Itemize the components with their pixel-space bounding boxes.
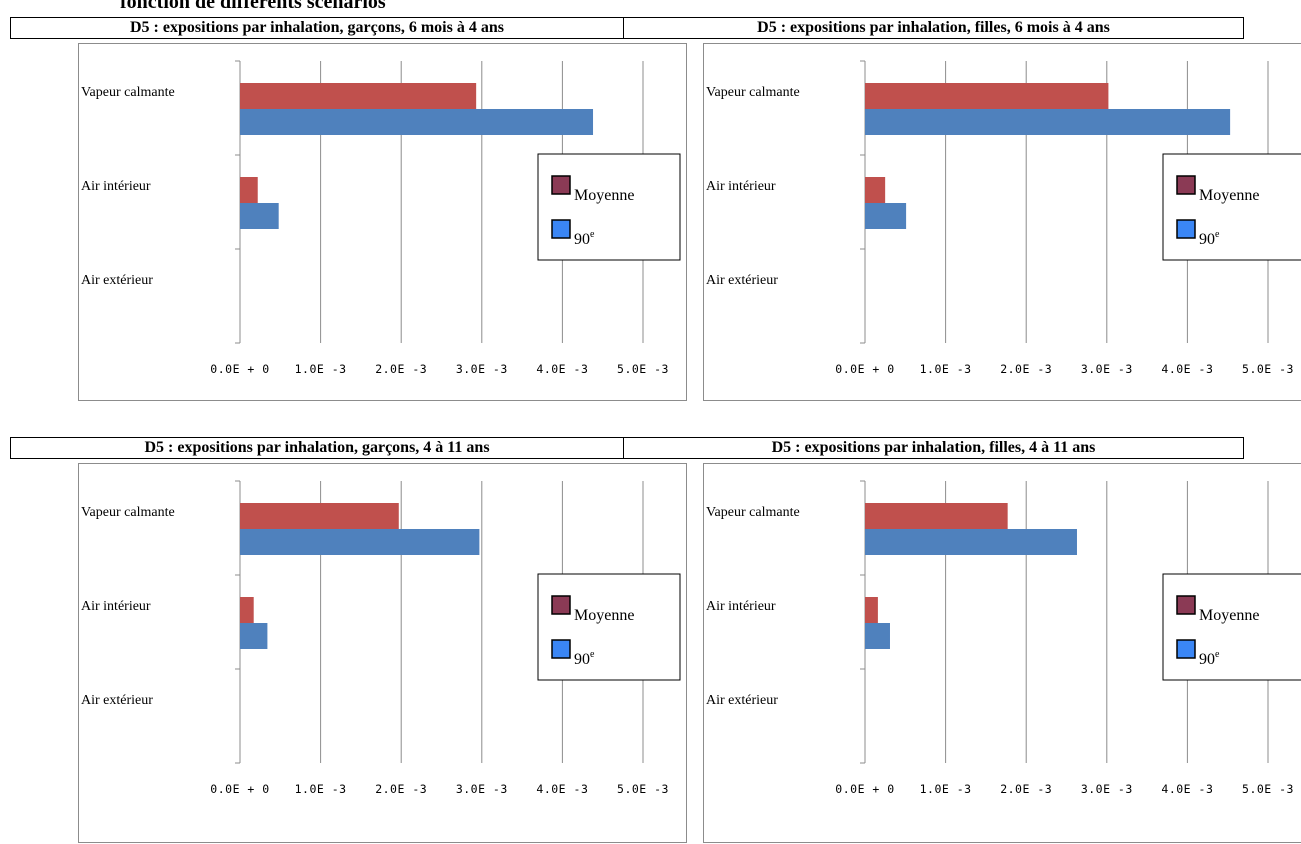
bar [240, 529, 480, 555]
x-tick-label: 1.0E -3 [920, 362, 972, 376]
legend-label: Moyenne [1199, 187, 1259, 204]
x-tick-label: 4.0E -3 [536, 782, 588, 796]
bar [240, 177, 258, 203]
legend-label: 90e [574, 229, 595, 248]
legend-label: Moyenne [574, 187, 634, 204]
chart-panel: Vapeur calmante Air intérieur Air extérieu… [703, 463, 1301, 843]
bar [240, 597, 254, 623]
bar [865, 503, 1008, 529]
bar [240, 109, 594, 135]
category-label: Air extérieur [81, 693, 153, 708]
category-label: Air extérieur [81, 273, 153, 288]
legend-label: 90e [1199, 649, 1220, 668]
legend-label-sup: e [590, 229, 595, 240]
chart-title: D5 : expositions par inhalation, garçons… [10, 17, 624, 39]
bar [865, 109, 1231, 135]
x-tick-label: 1.0E -3 [295, 362, 347, 376]
chart-panel: Vapeur calmante Air intérieur Air extérieu… [78, 463, 687, 843]
x-tick-label: 3.0E -3 [456, 782, 508, 796]
category-label: Air intérieur [81, 179, 151, 194]
legend-swatch [551, 175, 571, 195]
category-label: Vapeur calmante [81, 85, 175, 100]
category-label: Air intérieur [706, 179, 776, 194]
legend-swatch [1176, 639, 1196, 659]
x-tick-label: 2.0E -3 [1000, 782, 1052, 796]
legend-box [537, 573, 681, 681]
legend-swatch [1176, 219, 1196, 239]
legend-box [1162, 153, 1301, 261]
legend-box [537, 153, 681, 261]
page-heading: fonction de différents scénarios [120, 0, 386, 13]
bar-chart: Vapeur calmante Air intérieur Air extérieu… [706, 480, 1301, 796]
legend-swatch [1176, 595, 1196, 615]
legend-label-sup: e [1215, 229, 1220, 240]
x-tick-label: 0.0E + 0 [835, 782, 894, 796]
x-tick-label: 4.0E -3 [1161, 362, 1213, 376]
bar [865, 529, 1077, 555]
x-tick-label: 3.0E -3 [1081, 362, 1133, 376]
category-label: Air extérieur [706, 273, 778, 288]
x-tick-label: 5.0E -3 [617, 362, 669, 376]
bar [865, 203, 907, 229]
legend-label: 90e [1199, 229, 1220, 248]
category-label: Vapeur calmante [81, 505, 175, 520]
x-tick-label: 1.0E -3 [920, 782, 972, 796]
chart-title: D5 : expositions par inhalation, filles,… [623, 437, 1244, 459]
category-label: Vapeur calmante [706, 505, 800, 520]
x-tick-label: 5.0E -3 [1242, 362, 1294, 376]
category-label: Air intérieur [81, 599, 151, 614]
bar [865, 83, 1109, 109]
bar [865, 597, 878, 623]
bar-chart: Vapeur calmante Air intérieur Air extérieu… [81, 60, 681, 376]
legend-label-sup: e [590, 649, 595, 660]
bar-chart: Vapeur calmante Air intérieur Air extérieu… [706, 60, 1301, 376]
chart-panel: Vapeur calmante Air intérieur Air extérieu… [78, 43, 687, 401]
x-tick-label: 4.0E -3 [536, 362, 588, 376]
x-tick-label: 5.0E -3 [617, 782, 669, 796]
x-tick-label: 3.0E -3 [1081, 782, 1133, 796]
x-tick-label: 0.0E + 0 [210, 782, 269, 796]
x-tick-label: 0.0E + 0 [210, 362, 269, 376]
legend-swatch [551, 639, 571, 659]
x-tick-label: 2.0E -3 [375, 362, 427, 376]
chart-panel: Vapeur calmante Air intérieur Air extérieu… [703, 43, 1301, 401]
bar [240, 203, 279, 229]
legend-swatch [551, 595, 571, 615]
x-tick-label: 2.0E -3 [375, 782, 427, 796]
x-tick-label: 4.0E -3 [1161, 782, 1213, 796]
legend-swatch [551, 219, 571, 239]
x-tick-label: 1.0E -3 [295, 782, 347, 796]
chart-title: D5 : expositions par inhalation, filles,… [623, 17, 1244, 39]
legend-box [1162, 573, 1301, 681]
bar [865, 177, 886, 203]
bar [240, 623, 268, 649]
legend-label: 90e [574, 649, 595, 668]
legend-swatch [1176, 175, 1196, 195]
category-label: Air intérieur [706, 599, 776, 614]
bar [240, 83, 477, 109]
bar [240, 503, 399, 529]
legend-label-sup: e [1215, 649, 1220, 660]
legend-label: Moyenne [1199, 607, 1259, 624]
legend-label: Moyenne [574, 607, 634, 624]
category-label: Vapeur calmante [706, 85, 800, 100]
chart-title: D5 : expositions par inhalation, garçons… [10, 437, 624, 459]
x-tick-label: 3.0E -3 [456, 362, 508, 376]
x-tick-label: 5.0E -3 [1242, 782, 1294, 796]
bar-chart: Vapeur calmante Air intérieur Air extérieu… [81, 480, 681, 796]
x-tick-label: 0.0E + 0 [835, 362, 894, 376]
x-tick-label: 2.0E -3 [1000, 362, 1052, 376]
bar [865, 623, 890, 649]
category-label: Air extérieur [706, 693, 778, 708]
